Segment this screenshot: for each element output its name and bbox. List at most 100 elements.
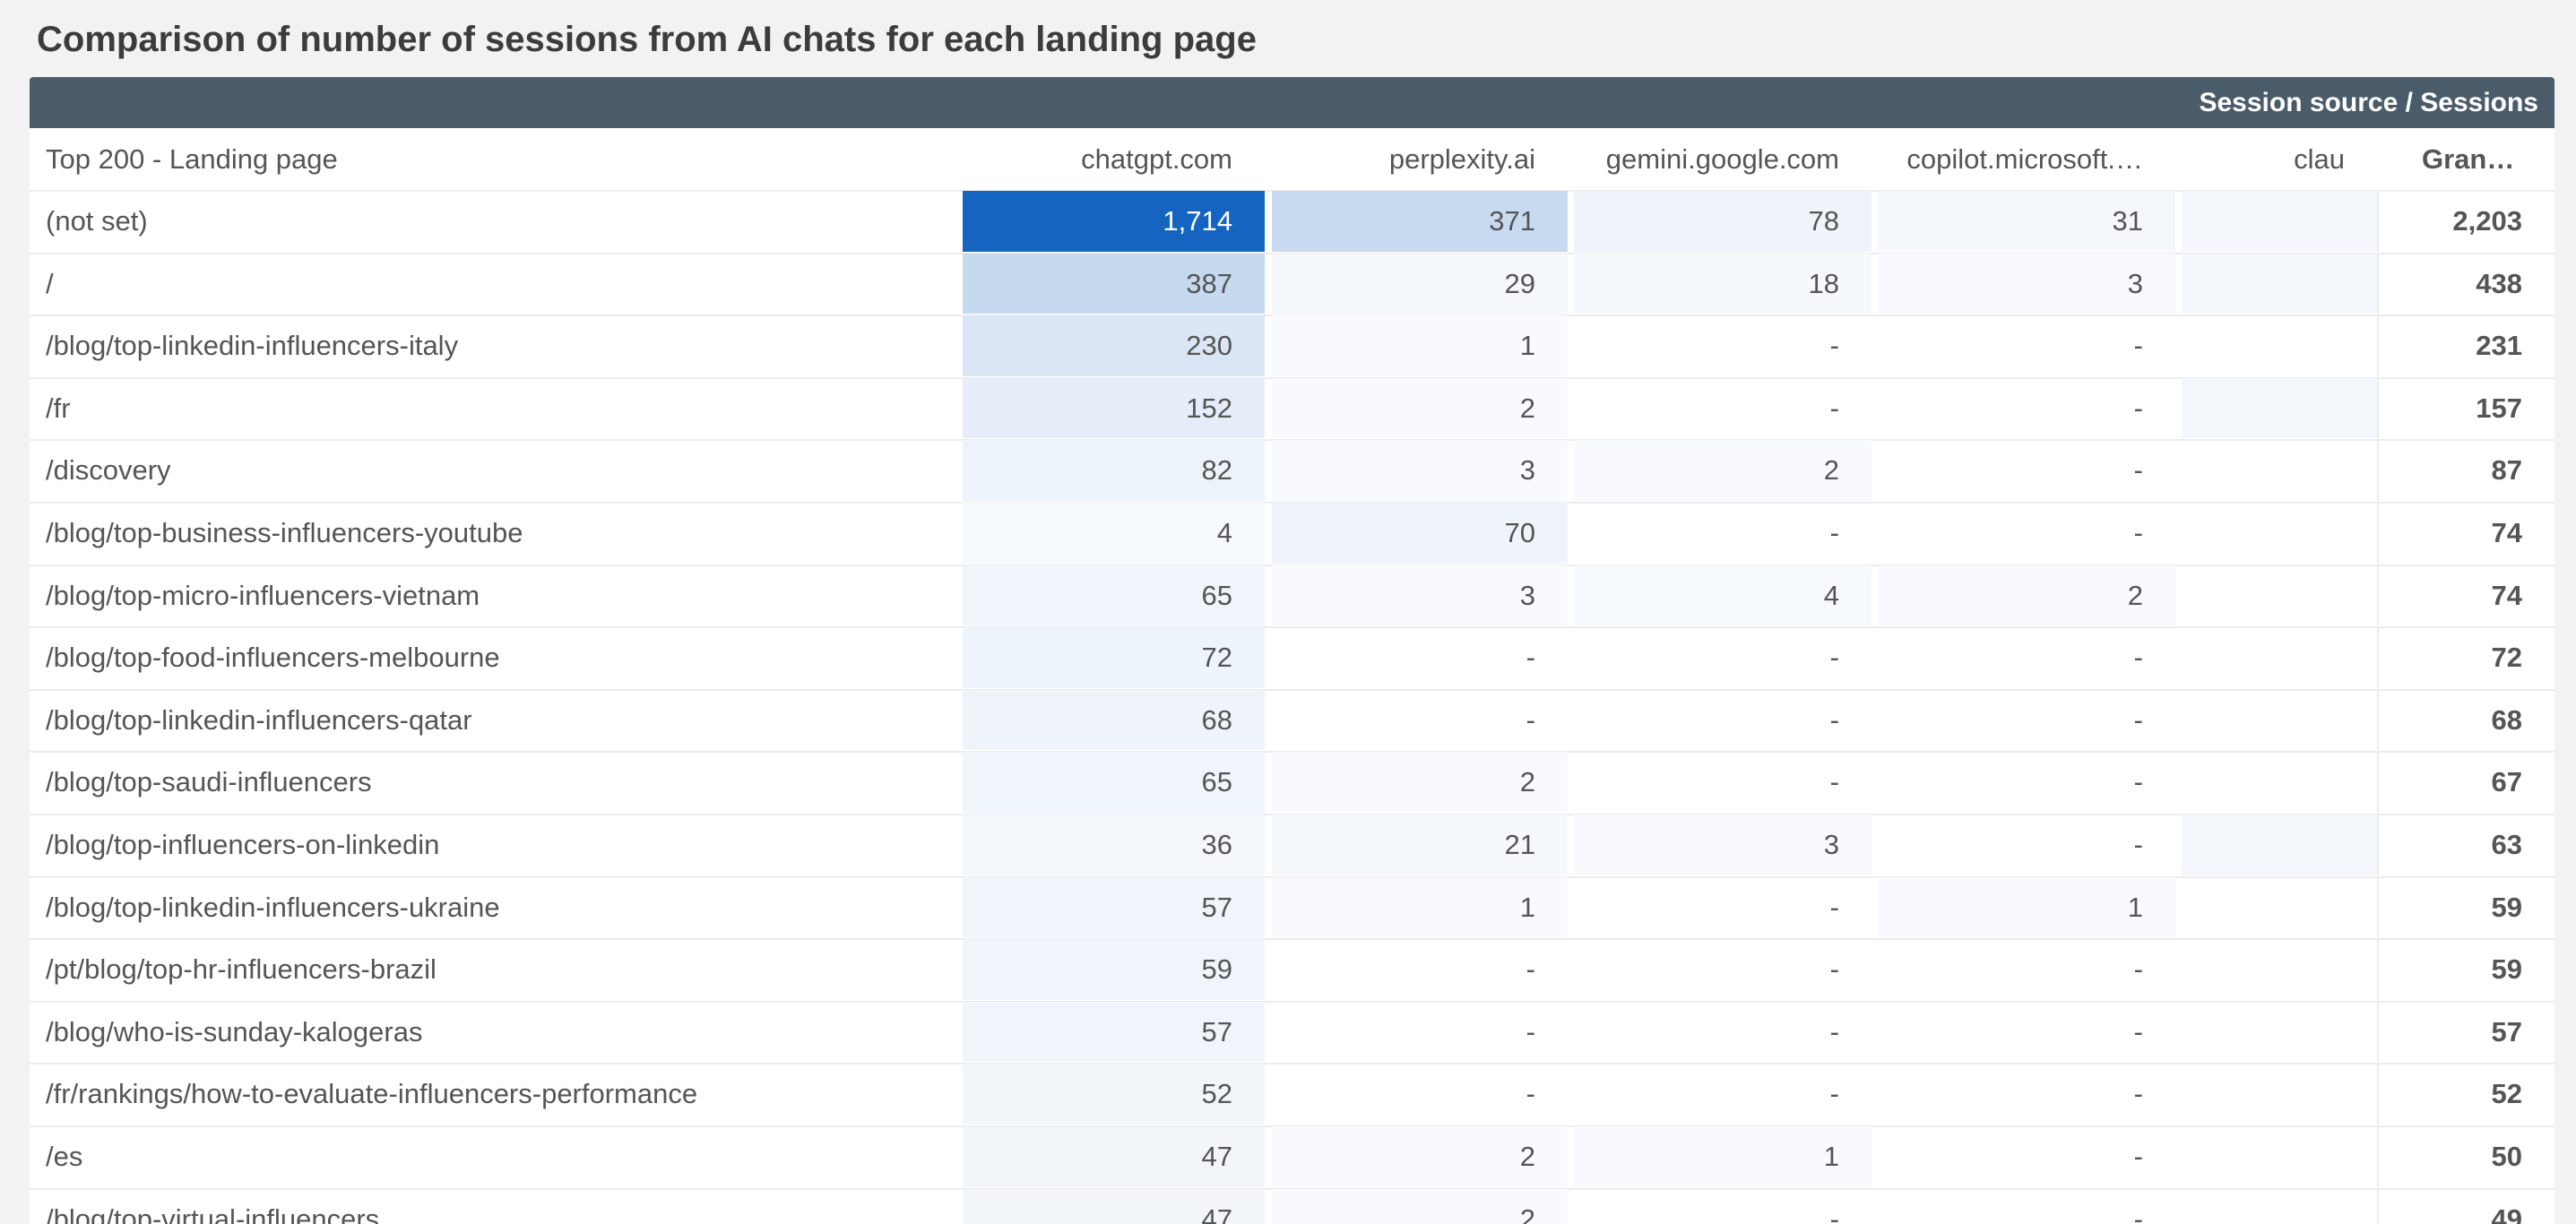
session-count: - (1829, 766, 1839, 798)
clipped-cell (2182, 377, 2377, 439)
landing-page: /blog/top-saudi-influencers (46, 766, 372, 798)
landing-page: /pt/blog/top-hr-influencers-brazil (46, 953, 437, 986)
session-count: 2 (1878, 565, 2175, 626)
session-count: 29 (1272, 253, 1568, 315)
grand-total: 68 (2377, 689, 2554, 751)
session-count: 1 (1272, 876, 1568, 938)
session-count: 3 (1272, 565, 1568, 626)
grand-total: 63 (2377, 815, 2554, 875)
session-count: 18 (1574, 253, 1871, 315)
grand-total: 49 (2377, 1188, 2554, 1224)
grand-total: 57 (2377, 1001, 2554, 1063)
landing-page: /es (46, 1141, 83, 1172)
session-count: 2 (1272, 377, 1568, 439)
landing-page: /blog/top-food-influencers-melbourne (46, 642, 500, 674)
row-divider (30, 688, 2554, 691)
session-count: - (2133, 1015, 2143, 1047)
landing-page: (not set) (46, 205, 148, 237)
session-count: 2 (1272, 752, 1568, 813)
session-count: 36 (963, 815, 1265, 875)
session-count: - (2133, 1141, 2143, 1172)
session-count: - (1829, 1015, 1839, 1047)
session-count: 152 (963, 377, 1265, 439)
landing-page: /fr/rankings/how-to-evaluate-influencers… (46, 1078, 698, 1110)
session-count: 2 (1574, 440, 1871, 501)
session-count: 4 (963, 503, 1265, 564)
landing-page: /blog/top-linkedin-influencers-ukraine (46, 891, 500, 923)
session-count: 78 (1574, 191, 1871, 252)
grand-total: 67 (2377, 752, 2554, 813)
landing-page: / (46, 267, 54, 299)
session-count: - (1526, 703, 1535, 736)
landing-page: /blog/who-is-sunday-kalogeras (46, 1015, 423, 1047)
grand-total: 231 (2377, 315, 2554, 376)
landing-page: /blog/top-linkedin-influencers-italy (46, 330, 459, 362)
session-count: - (1829, 953, 1839, 986)
column-header: copilot.microsoft.… (1906, 143, 2143, 175)
session-count: 31 (1878, 191, 2175, 252)
session-count: 68 (963, 689, 1265, 751)
clipped-cell (2182, 253, 2377, 315)
session-count: 21 (1272, 815, 1568, 875)
column-header: Top 200 - Landing page (46, 143, 338, 175)
session-count: - (2133, 953, 2143, 986)
session-count: - (2133, 392, 2143, 424)
column-header: chatgpt.com (1081, 143, 1232, 175)
session-count: 57 (963, 876, 1265, 938)
landing-page: /blog/top-micro-influencers-vietnam (46, 579, 480, 611)
pivot-table: Session source / Sessions Top 200 - Land… (30, 77, 2554, 1224)
landing-page: /blog/top-virtual-influencers (46, 1202, 380, 1224)
session-count: 52 (963, 1064, 1265, 1125)
session-count: - (2133, 330, 2143, 362)
session-count: - (2133, 1202, 2143, 1224)
grand-total: 87 (2377, 440, 2554, 501)
landing-page: /fr (46, 392, 71, 424)
grand-total: 157 (2377, 377, 2554, 439)
session-count: 2 (1272, 1188, 1568, 1224)
session-count: 387 (963, 253, 1265, 315)
session-count: 371 (1272, 191, 1568, 252)
row-divider (30, 1000, 2554, 1003)
session-count: - (1829, 330, 1839, 362)
clipped-cell (2182, 815, 2377, 875)
session-count: - (1526, 642, 1535, 674)
session-count: - (1829, 703, 1839, 736)
grand-total: 2,203 (2377, 191, 2554, 252)
session-count: - (1829, 1078, 1839, 1110)
session-count: 1 (1574, 1126, 1871, 1187)
grand-total: 438 (2377, 253, 2554, 315)
landing-page: /blog/top-business-influencers-youtube (46, 517, 523, 548)
session-count: - (1829, 642, 1839, 674)
session-count: - (2133, 829, 2143, 860)
clipped-cell (2182, 191, 2377, 252)
grand-total: 52 (2377, 1064, 2554, 1125)
session-count: 3 (1272, 440, 1568, 501)
row-divider (30, 1063, 2554, 1065)
session-count: 47 (963, 1188, 1265, 1224)
session-count: 1,714 (963, 191, 1265, 252)
session-count: - (2133, 766, 2143, 798)
session-count: 65 (963, 752, 1265, 813)
row-divider (30, 938, 2554, 941)
session-count: 2 (1272, 1126, 1568, 1187)
session-count: - (2133, 642, 2143, 674)
session-count: 230 (963, 315, 1265, 376)
session-count: - (1526, 953, 1535, 986)
column-header: perplexity.ai (1388, 143, 1535, 175)
session-count: - (1526, 1078, 1535, 1110)
session-count: 72 (963, 627, 1265, 688)
report-title: Comparison of number of sessions from AI… (37, 20, 1257, 59)
session-count: - (1829, 891, 1839, 923)
column-header: clau (2294, 143, 2345, 175)
session-count: - (1829, 1202, 1839, 1224)
session-count: - (2133, 1078, 2143, 1110)
grand-total: 72 (2377, 627, 2554, 688)
grand-total: 59 (2377, 876, 2554, 938)
session-count: - (2133, 517, 2143, 548)
session-count: - (1829, 392, 1839, 424)
session-count: 3 (1574, 815, 1871, 875)
group-header-label: Session source / Sessions (2199, 88, 2538, 117)
session-count: - (1829, 517, 1839, 548)
row-divider (30, 626, 2554, 629)
